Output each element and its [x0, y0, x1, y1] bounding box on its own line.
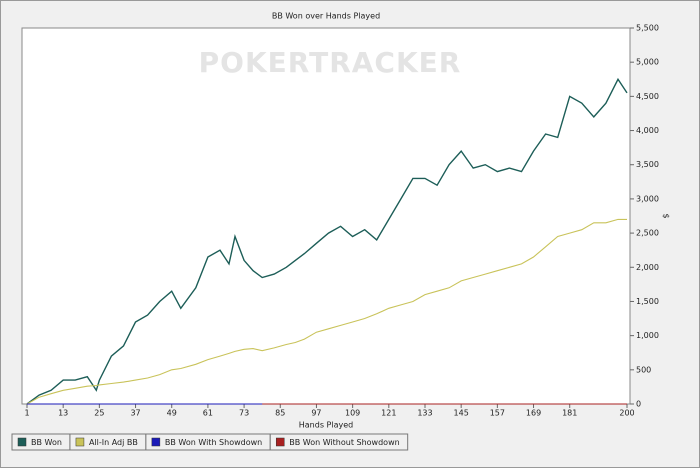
- x-tick-label: 145: [454, 409, 469, 418]
- chart-title: BB Won over Hands Played: [272, 12, 380, 21]
- y-tick-label: 1,000: [636, 331, 659, 340]
- x-tick-label: 1: [24, 409, 29, 418]
- x-tick-label: 181: [562, 409, 577, 418]
- y-tick-label: 2,500: [636, 229, 659, 238]
- y-tick-label: 0: [636, 400, 641, 409]
- x-tick-label: 97: [311, 409, 321, 418]
- legend-label: All-In Adj BB: [89, 438, 138, 447]
- x-tick-label: 49: [167, 409, 177, 418]
- x-tick-label: 121: [381, 409, 396, 418]
- x-tick-label: 109: [345, 409, 360, 418]
- y-tick-label: 2,000: [636, 263, 659, 272]
- y-tick-label: 1,500: [636, 297, 659, 306]
- x-tick-label: 61: [203, 409, 213, 418]
- y-tick-label: 5,500: [636, 24, 659, 33]
- x-axis-label: Hands Played: [299, 421, 353, 430]
- x-tick-label: 157: [490, 409, 505, 418]
- legend-swatch: [151, 437, 161, 447]
- y-tick-label: 500: [636, 365, 651, 374]
- watermark: POKERTRACKER: [199, 46, 462, 79]
- y-tick-label: 3,000: [636, 194, 659, 203]
- y-tick-label: 5,000: [636, 58, 659, 67]
- series-line: [26, 218, 627, 405]
- legend-label: BB Won Without Showdown: [289, 438, 399, 447]
- y-axis-label: $: [662, 213, 671, 218]
- y-tick-label: 3,500: [636, 160, 659, 169]
- legend-swatch: [275, 437, 285, 447]
- plot-area: [21, 27, 631, 405]
- legend-box: [269, 433, 409, 451]
- x-tick-label: 37: [130, 409, 140, 418]
- x-tick-label: 200: [619, 409, 634, 418]
- x-tick-label: 73: [239, 409, 249, 418]
- x-tick-label: 25: [94, 409, 104, 418]
- series-line: [26, 77, 628, 405]
- x-tick-label: 85: [275, 409, 285, 418]
- y-tick-label: 4,500: [636, 92, 659, 101]
- legend-swatch: [75, 437, 85, 447]
- legend-label: BB Won: [31, 438, 62, 447]
- x-tick-label: 133: [417, 409, 432, 418]
- legend-swatch: [17, 437, 27, 447]
- legend-label: BB Won With Showdown: [165, 438, 262, 447]
- x-tick-label: 13: [58, 409, 68, 418]
- x-tick-label: 169: [526, 409, 541, 418]
- y-tick-label: 4,000: [636, 126, 659, 135]
